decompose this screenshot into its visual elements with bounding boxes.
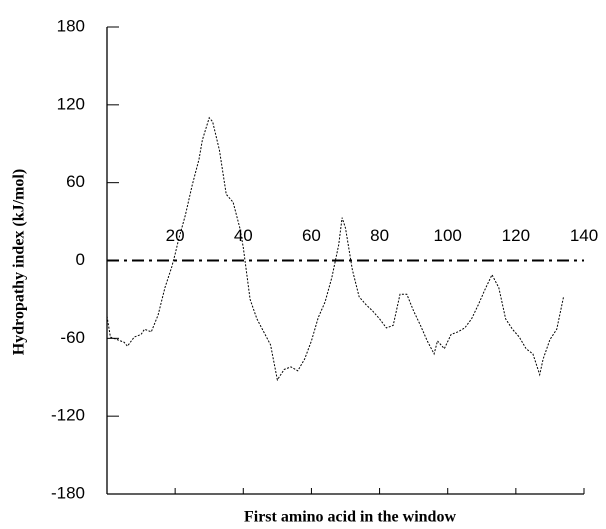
- x-tick-label: 120: [502, 226, 530, 245]
- y-axis-title: Hydropathy index (kJ/mol): [11, 169, 28, 355]
- x-tick-label: 140: [570, 226, 598, 245]
- y-tick-label: -180: [51, 483, 85, 502]
- y-tick-label: -60: [60, 328, 85, 347]
- x-axis-title: First amino acid in the window: [244, 509, 456, 526]
- x-tick-label: 60: [302, 226, 321, 245]
- y-tick-label: 0: [76, 250, 85, 269]
- y-tick-label: 180: [57, 16, 85, 35]
- y-tick-label: -120: [51, 406, 85, 425]
- y-tick-label: 120: [57, 94, 85, 113]
- x-tick-label: 100: [434, 226, 462, 245]
- x-tick-label: 20: [166, 226, 185, 245]
- y-tick-label: 60: [66, 172, 85, 191]
- data-line: [106, 116, 565, 382]
- x-tick-label: 80: [370, 226, 389, 245]
- x-tick-label: 40: [234, 226, 253, 245]
